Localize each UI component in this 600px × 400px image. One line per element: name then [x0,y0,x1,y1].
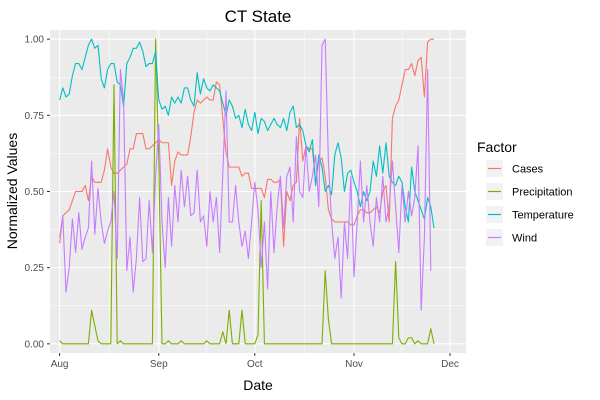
x-tick-label: Aug [51,359,69,370]
chart-title: CT State [225,7,292,26]
x-tick-label: Sep [150,359,168,370]
legend-items: Cases Precipitation Temperature Wind [486,160,574,246]
x-tick-label: Oct [247,359,263,370]
series-line-wind [59,38,432,311]
legend-label-cases: Cases [512,164,544,176]
legend-label-wind: Wind [512,233,537,245]
y-tick-label: 1.00 [25,35,45,46]
y-tick-label: 0.00 [25,339,45,350]
major-gridlines [50,30,466,353]
y-tick-label: 0.50 [25,187,45,198]
series-line-temperature [59,38,435,229]
x-axis-ticks: Aug Sep Oct Nov Dec [51,353,459,370]
legend-title: Factor [477,139,517,155]
y-axis-ticks: 0.00 0.25 0.50 0.75 1.00 [25,35,50,350]
legend-label-precipitation: Precipitation [512,187,573,199]
y-tick-label: 0.25 [25,263,45,274]
series-line-cases [59,38,434,247]
series-line-precipitation [59,38,435,345]
x-tick-label: Nov [345,359,363,370]
legend: Factor Cases Precipitation Temperature Wind [477,139,574,246]
x-axis-title: Date [243,377,273,393]
series-lines [59,38,435,345]
legend-label-temperature: Temperature [512,210,574,222]
x-tick-label: Dec [441,359,459,370]
y-tick-label: 0.75 [25,111,45,122]
y-axis-title: Normalized Values [4,133,20,249]
